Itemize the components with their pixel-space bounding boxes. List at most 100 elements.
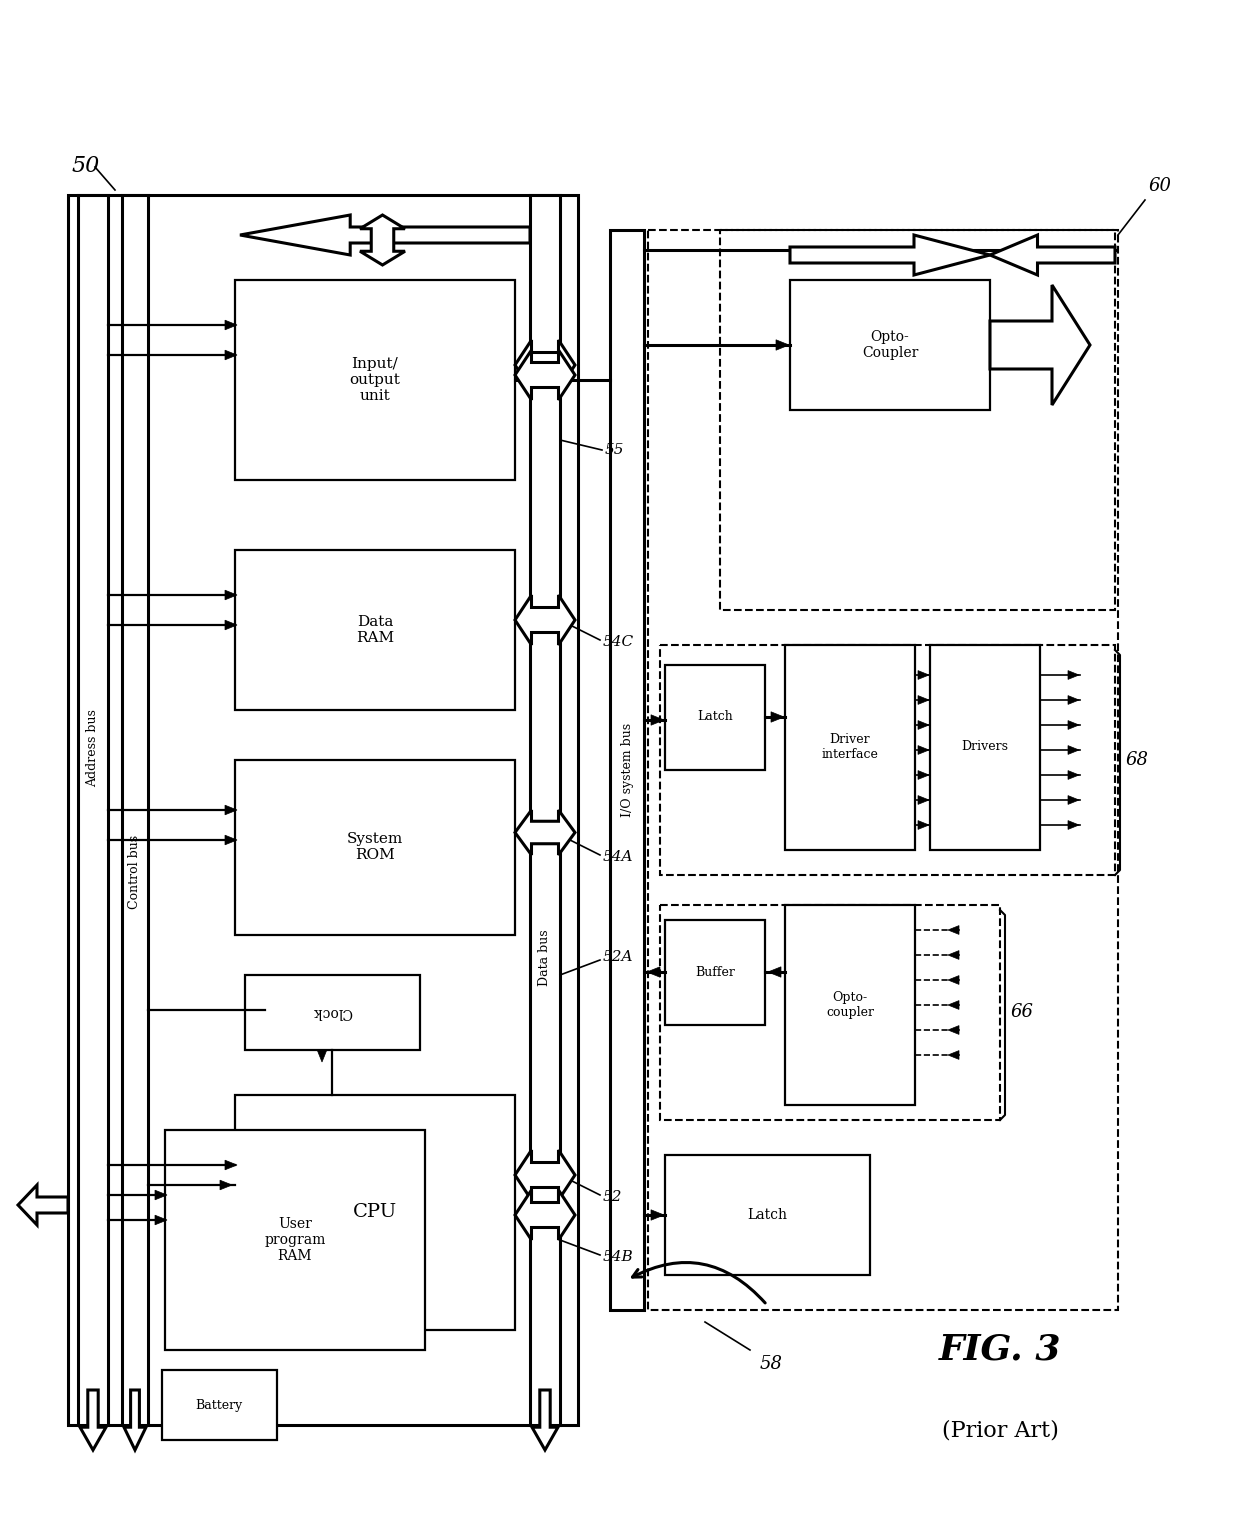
- Bar: [78, 196, 108, 1425]
- Text: Opto-
coupler: Opto- coupler: [826, 991, 874, 1018]
- Polygon shape: [224, 590, 237, 599]
- Text: Input/
output
unit: Input/ output unit: [350, 356, 401, 404]
- Polygon shape: [768, 966, 781, 977]
- Polygon shape: [515, 339, 575, 390]
- Polygon shape: [651, 1209, 663, 1220]
- Bar: [610, 229, 644, 1310]
- Text: Buffer: Buffer: [696, 965, 735, 979]
- Polygon shape: [918, 771, 929, 780]
- Text: Data bus: Data bus: [538, 930, 552, 986]
- Text: Control bus: Control bus: [129, 835, 141, 908]
- Polygon shape: [1068, 795, 1079, 804]
- Bar: [246, 976, 420, 1050]
- Polygon shape: [949, 951, 959, 959]
- Bar: [165, 1130, 425, 1350]
- Bar: [660, 645, 1115, 875]
- Polygon shape: [241, 216, 529, 255]
- Polygon shape: [81, 1390, 105, 1449]
- Polygon shape: [224, 835, 237, 846]
- Polygon shape: [224, 621, 237, 630]
- Polygon shape: [651, 714, 663, 725]
- Polygon shape: [532, 1390, 558, 1449]
- Text: (Prior Art): (Prior Art): [941, 1419, 1059, 1440]
- Polygon shape: [515, 810, 575, 855]
- Bar: [122, 196, 148, 1425]
- Polygon shape: [1068, 696, 1079, 705]
- Polygon shape: [155, 1216, 167, 1225]
- Bar: [930, 645, 1040, 850]
- Text: 68: 68: [1125, 751, 1148, 769]
- Text: 52A: 52A: [603, 950, 634, 963]
- Polygon shape: [515, 1150, 575, 1200]
- Polygon shape: [949, 1026, 959, 1035]
- Text: 58: 58: [760, 1355, 782, 1373]
- Bar: [665, 920, 765, 1024]
- Polygon shape: [515, 350, 575, 401]
- Text: I/O system bus: I/O system bus: [620, 723, 634, 816]
- Polygon shape: [949, 925, 959, 934]
- Polygon shape: [224, 806, 237, 815]
- Polygon shape: [918, 795, 929, 804]
- Text: 55: 55: [605, 443, 625, 457]
- Polygon shape: [155, 1190, 167, 1200]
- Text: Clock: Clock: [312, 1005, 352, 1018]
- Bar: [720, 229, 1115, 610]
- Bar: [236, 550, 515, 709]
- Bar: [236, 280, 515, 480]
- Polygon shape: [949, 976, 959, 985]
- Text: 52: 52: [603, 1190, 622, 1203]
- Text: FIG. 3: FIG. 3: [939, 1333, 1061, 1367]
- Bar: [529, 196, 560, 1425]
- Text: Latch: Latch: [746, 1208, 787, 1222]
- Polygon shape: [124, 1390, 146, 1449]
- Polygon shape: [990, 235, 1115, 275]
- Text: Driver
interface: Driver interface: [822, 732, 878, 761]
- Bar: [785, 645, 915, 850]
- Polygon shape: [515, 595, 575, 645]
- Polygon shape: [1068, 720, 1079, 729]
- Polygon shape: [949, 1000, 959, 1009]
- Polygon shape: [918, 696, 929, 705]
- Bar: [665, 665, 765, 771]
- Bar: [236, 1095, 515, 1330]
- Polygon shape: [317, 1050, 327, 1063]
- Polygon shape: [918, 746, 929, 754]
- Polygon shape: [224, 350, 237, 359]
- Text: Battery: Battery: [196, 1399, 243, 1411]
- Text: 60: 60: [1148, 177, 1171, 196]
- Polygon shape: [1068, 771, 1079, 780]
- Polygon shape: [219, 1180, 232, 1190]
- Text: Address bus: Address bus: [87, 709, 99, 787]
- Text: 50: 50: [72, 154, 100, 177]
- Text: Latch: Latch: [697, 711, 733, 723]
- Polygon shape: [1068, 746, 1079, 754]
- Bar: [660, 905, 999, 1121]
- Polygon shape: [360, 216, 405, 265]
- Text: Drivers: Drivers: [961, 740, 1008, 754]
- Polygon shape: [790, 235, 990, 275]
- Bar: [162, 1370, 277, 1440]
- Text: CPU: CPU: [353, 1203, 397, 1222]
- Bar: [785, 905, 915, 1105]
- Text: User
program
RAM: User program RAM: [264, 1217, 326, 1263]
- Polygon shape: [771, 713, 784, 722]
- Polygon shape: [647, 966, 660, 977]
- Polygon shape: [918, 671, 929, 679]
- Text: System
ROM: System ROM: [347, 832, 403, 862]
- Bar: [665, 1154, 870, 1275]
- Text: 54B: 54B: [603, 1251, 634, 1264]
- Text: Opto-
Coupler: Opto- Coupler: [862, 330, 918, 361]
- Text: Data
RAM: Data RAM: [356, 615, 394, 645]
- Bar: [236, 760, 515, 936]
- Text: 54A: 54A: [603, 850, 634, 864]
- Polygon shape: [1068, 671, 1079, 679]
- Polygon shape: [918, 821, 929, 829]
- Polygon shape: [1068, 821, 1079, 829]
- Polygon shape: [918, 720, 929, 729]
- Polygon shape: [776, 339, 789, 350]
- Text: 66: 66: [1011, 1003, 1033, 1021]
- Text: 54C: 54C: [603, 635, 634, 648]
- Bar: [649, 229, 1118, 1310]
- Polygon shape: [224, 1161, 237, 1170]
- Polygon shape: [515, 1190, 575, 1240]
